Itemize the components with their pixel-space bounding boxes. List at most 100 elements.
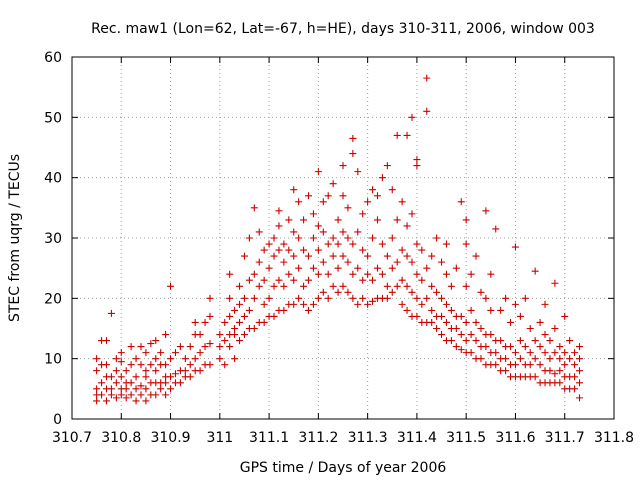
data-point — [438, 331, 446, 339]
data-point — [127, 391, 135, 399]
data-point — [250, 294, 258, 302]
data-point — [393, 258, 401, 266]
data-point — [98, 391, 106, 399]
data-point — [176, 379, 184, 387]
data-point — [452, 325, 460, 332]
data-point — [383, 294, 391, 302]
data-point — [319, 198, 327, 206]
data-point — [167, 373, 175, 381]
data-point — [511, 300, 519, 308]
data-point — [157, 385, 165, 393]
data-point — [423, 294, 431, 302]
data-point — [566, 355, 574, 363]
data-point — [162, 361, 170, 369]
data-point — [236, 337, 244, 345]
data-point — [167, 355, 175, 363]
data-point — [403, 306, 411, 314]
data-point — [383, 162, 391, 170]
data-point — [329, 234, 337, 242]
data-point — [497, 337, 505, 345]
data-point — [295, 264, 303, 272]
data-point — [324, 270, 332, 278]
data-point — [378, 240, 386, 248]
data-point — [462, 282, 470, 290]
data-point — [418, 300, 426, 308]
data-point — [216, 355, 224, 363]
data-point — [507, 318, 515, 326]
data-point — [147, 361, 155, 369]
data-point — [551, 349, 559, 357]
data-point — [571, 361, 579, 369]
data-point — [413, 240, 421, 248]
data-point — [413, 156, 421, 164]
data-point — [339, 162, 347, 170]
data-point — [383, 282, 391, 290]
data-point — [403, 252, 411, 260]
data-point — [373, 216, 381, 224]
data-point — [319, 258, 327, 266]
data-point — [112, 355, 120, 363]
data-point — [236, 318, 244, 326]
data-point — [255, 258, 263, 266]
data-point — [142, 349, 150, 357]
data-point — [142, 397, 150, 405]
data-point — [349, 270, 357, 278]
data-point — [250, 204, 258, 212]
data-point — [93, 367, 101, 375]
data-point — [393, 282, 401, 290]
data-point — [487, 270, 495, 278]
data-point — [467, 349, 475, 357]
x-tick-label: 311.2 — [298, 430, 338, 446]
data-point — [314, 222, 322, 230]
data-point — [452, 343, 460, 351]
data-point — [132, 397, 140, 405]
data-point — [171, 349, 179, 357]
data-point — [433, 288, 441, 296]
data-point — [354, 228, 362, 236]
data-point — [359, 246, 367, 254]
data-point — [319, 228, 327, 236]
data-point — [354, 264, 362, 272]
data-point — [117, 373, 125, 381]
data-point — [511, 243, 519, 251]
x-axis-label: GPS time / Days of year 2006 — [240, 460, 447, 476]
data-points — [93, 74, 584, 405]
data-point — [221, 361, 229, 369]
data-point — [142, 373, 150, 381]
data-point — [531, 337, 539, 345]
data-point — [433, 234, 441, 242]
data-point — [334, 240, 342, 248]
data-point — [442, 318, 450, 326]
y-tick-labels: 0 10 20 30 40 50 60 — [44, 50, 62, 428]
data-point — [300, 300, 308, 308]
data-point — [546, 367, 554, 375]
data-point — [196, 349, 204, 357]
data-point — [447, 337, 455, 345]
data-point — [162, 379, 170, 387]
data-point — [240, 312, 248, 320]
data-point — [255, 228, 263, 236]
data-point — [127, 379, 135, 387]
data-point — [408, 210, 416, 218]
data-point — [349, 150, 357, 158]
data-point — [295, 234, 303, 242]
data-point — [201, 343, 209, 351]
data-point — [344, 288, 352, 296]
data-point — [438, 294, 446, 302]
data-point — [226, 343, 234, 351]
data-point — [344, 234, 352, 242]
data-point — [221, 318, 229, 326]
data-point — [314, 294, 322, 302]
data-point — [398, 300, 406, 308]
data-point — [536, 343, 544, 351]
data-point — [339, 282, 347, 290]
data-point — [556, 379, 564, 387]
data-point — [507, 343, 515, 351]
data-point — [369, 297, 377, 305]
data-point — [388, 288, 396, 296]
data-point — [236, 282, 244, 290]
data-point — [516, 312, 524, 320]
data-point — [265, 240, 273, 248]
data-point — [487, 331, 495, 339]
data-point — [477, 355, 485, 363]
